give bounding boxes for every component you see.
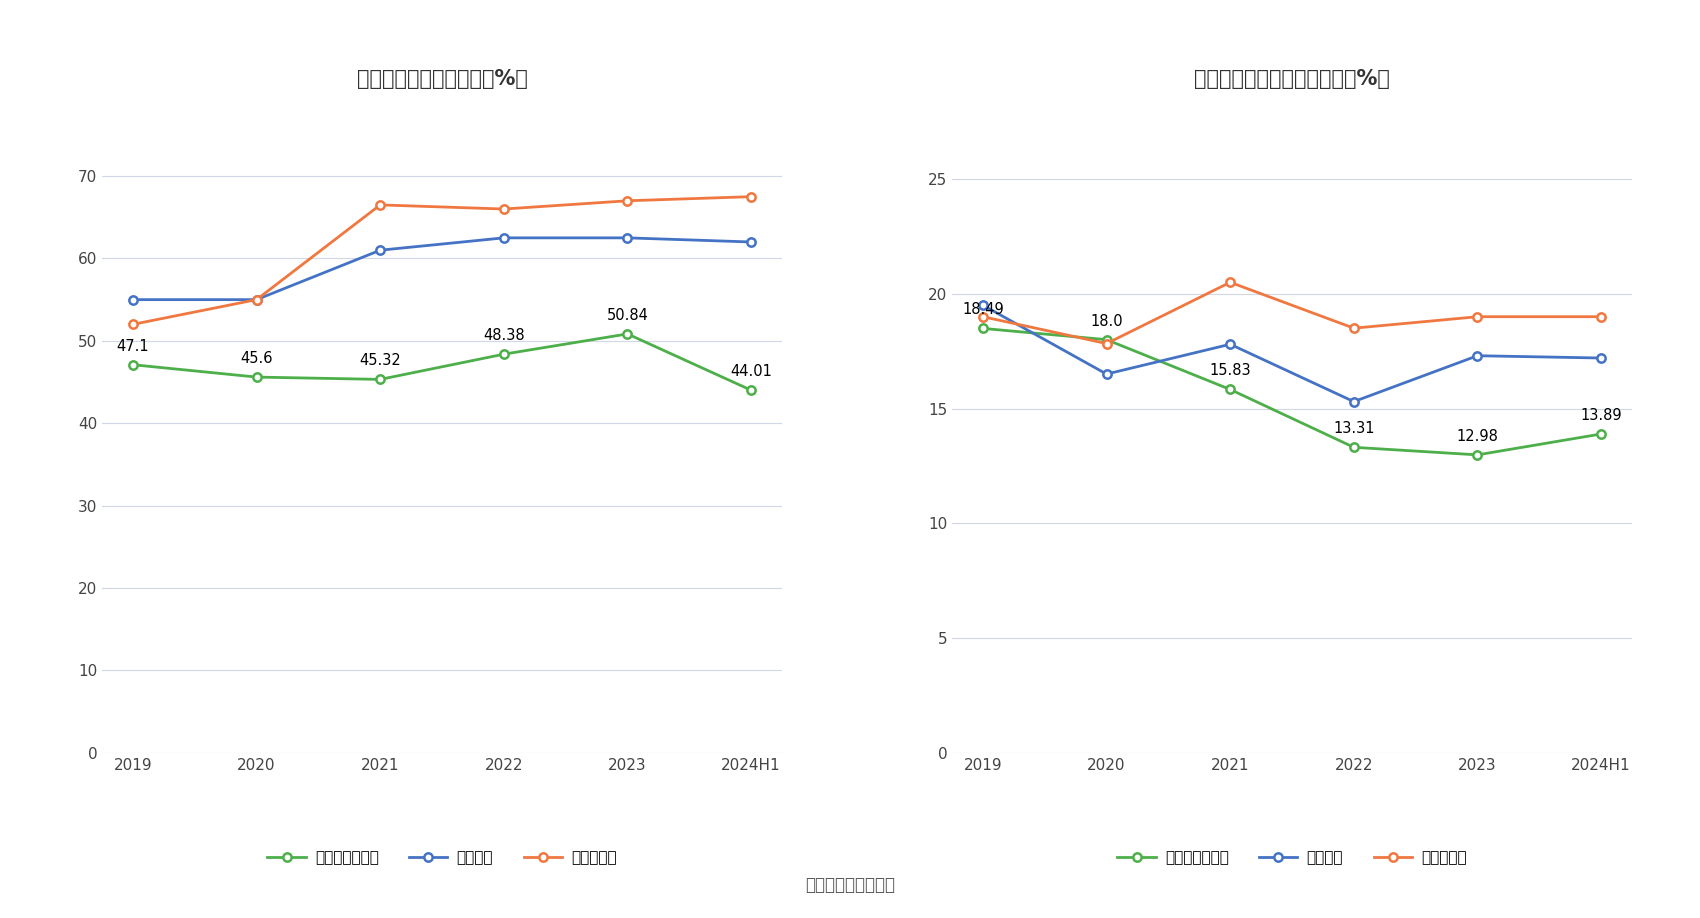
Text: 48.38: 48.38 <box>483 328 525 343</box>
Text: 50.84: 50.84 <box>607 308 648 323</box>
Title: 近年来有息资产负债率情况（%）: 近年来有息资产负债率情况（%） <box>1193 69 1391 89</box>
Text: 数据来源：恒生聚源: 数据来源：恒生聚源 <box>806 877 894 894</box>
Text: 45.6: 45.6 <box>240 351 272 366</box>
Title: 近年来资产负债率情况（%）: 近年来资产负债率情况（%） <box>357 69 527 89</box>
Text: 47.1: 47.1 <box>117 339 150 353</box>
Legend: 公司资产负债率, 行业均值, 行业中位数: 公司资产负债率, 行业均值, 行业中位数 <box>262 844 622 871</box>
Text: 44.01: 44.01 <box>731 364 772 379</box>
Text: 13.89: 13.89 <box>1581 408 1622 423</box>
Legend: 有息资产负债率, 行业均值, 行业中位数: 有息资产负债率, 行业均值, 行业中位数 <box>1112 844 1472 871</box>
Text: 12.98: 12.98 <box>1457 429 1498 443</box>
Text: 18.0: 18.0 <box>1090 314 1124 329</box>
Text: 15.83: 15.83 <box>1209 364 1251 378</box>
Text: 13.31: 13.31 <box>1333 421 1375 436</box>
Text: 45.32: 45.32 <box>359 353 401 368</box>
Text: 18.49: 18.49 <box>962 302 1003 318</box>
